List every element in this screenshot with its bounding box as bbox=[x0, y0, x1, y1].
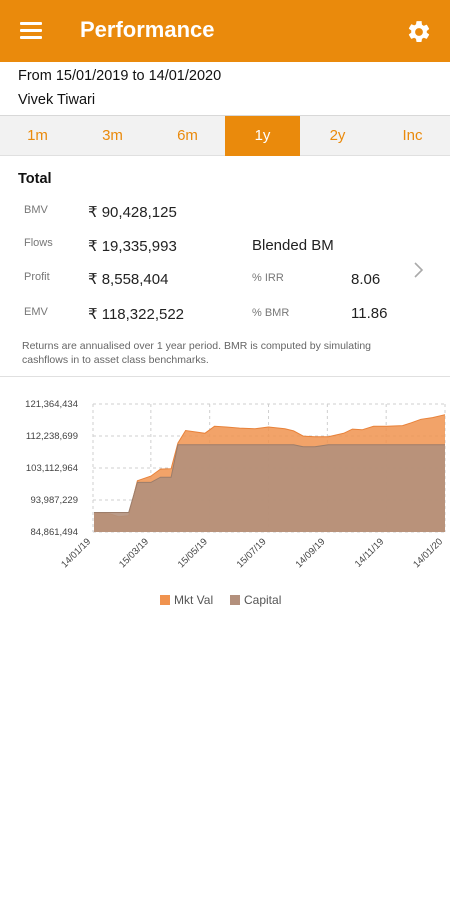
y-tick-label: 112,238,699 bbox=[26, 431, 78, 442]
y-tick-label: 121,364,434 bbox=[25, 399, 78, 410]
profit-value: ₹ 8,558,404 bbox=[88, 271, 169, 288]
x-tick-label: 14/11/19 bbox=[353, 536, 386, 569]
page-title: Performance bbox=[80, 17, 215, 42]
section-title: Total bbox=[18, 171, 52, 187]
legend-swatch bbox=[230, 595, 240, 605]
x-tick-label: 14/01/20 bbox=[411, 536, 445, 570]
y-tick-label: 103,112,964 bbox=[26, 463, 78, 474]
user-name: Vivek Tiwari bbox=[18, 92, 96, 108]
flows-label: Flows bbox=[24, 237, 53, 249]
tab-inc[interactable]: Inc bbox=[402, 127, 423, 144]
app-bar: Performance bbox=[0, 0, 450, 62]
legend-item-mkt-val: Mkt Val bbox=[160, 593, 213, 607]
irr-label: % IRR bbox=[252, 272, 284, 284]
irr-value: 8.06 bbox=[351, 271, 381, 288]
y-tick-label: 93,987,229 bbox=[30, 495, 78, 506]
bmr-label: % BMR bbox=[252, 307, 290, 319]
gear-icon[interactable] bbox=[406, 19, 432, 45]
legend-label: Capital bbox=[244, 593, 282, 607]
date-range: From 15/01/2019 to 14/01/2020 bbox=[18, 68, 222, 84]
x-tick-label: 15/05/19 bbox=[176, 536, 210, 570]
flows-value: ₹ 19,335,993 bbox=[88, 238, 177, 255]
tab-3m[interactable]: 3m bbox=[102, 127, 123, 144]
bmv-label: BMV bbox=[24, 204, 48, 216]
y-tick-label: 84,861,494 bbox=[30, 527, 78, 538]
tab-1y[interactable]: 1y bbox=[225, 116, 300, 156]
bmr-value: 11.86 bbox=[351, 305, 388, 322]
period-tabs: 1m 3m 6m 1y 2y Inc bbox=[0, 116, 450, 156]
bmv-value: ₹ 90,428,125 bbox=[88, 204, 177, 221]
tab-6m[interactable]: 6m bbox=[177, 127, 198, 144]
tab-2y[interactable]: 2y bbox=[329, 127, 346, 144]
legend-label: Mkt Val bbox=[174, 593, 214, 607]
menu-icon[interactable] bbox=[20, 22, 42, 40]
series-line-capital bbox=[94, 444, 445, 513]
performance-chart: 84,861,494 93,987,229 103,112,964 112,238,6… bbox=[25, 399, 446, 570]
x-tick-label: 14/01/19 bbox=[59, 536, 93, 570]
divider bbox=[0, 115, 450, 116]
x-tick-label: 15/03/19 bbox=[117, 536, 151, 570]
divider bbox=[0, 376, 450, 377]
tab-1m[interactable]: 1m bbox=[27, 127, 48, 144]
series-area-capital bbox=[94, 444, 445, 532]
legend-swatch bbox=[160, 595, 170, 605]
x-tick-label: 15/07/19 bbox=[235, 536, 269, 570]
chevron-right-icon[interactable] bbox=[412, 261, 426, 279]
blended-bm-label: Blended BM bbox=[252, 237, 334, 254]
returns-note: Returns are annualised over 1 year perio… bbox=[22, 340, 372, 366]
emv-value: ₹ 118,322,522 bbox=[88, 306, 185, 323]
x-tick-label: 14/09/19 bbox=[294, 536, 328, 570]
legend-item-capital: Capital bbox=[230, 593, 281, 607]
series-line-mkt-val bbox=[93, 414, 446, 518]
emv-label: EMV bbox=[24, 306, 48, 318]
profit-label: Profit bbox=[24, 271, 50, 283]
